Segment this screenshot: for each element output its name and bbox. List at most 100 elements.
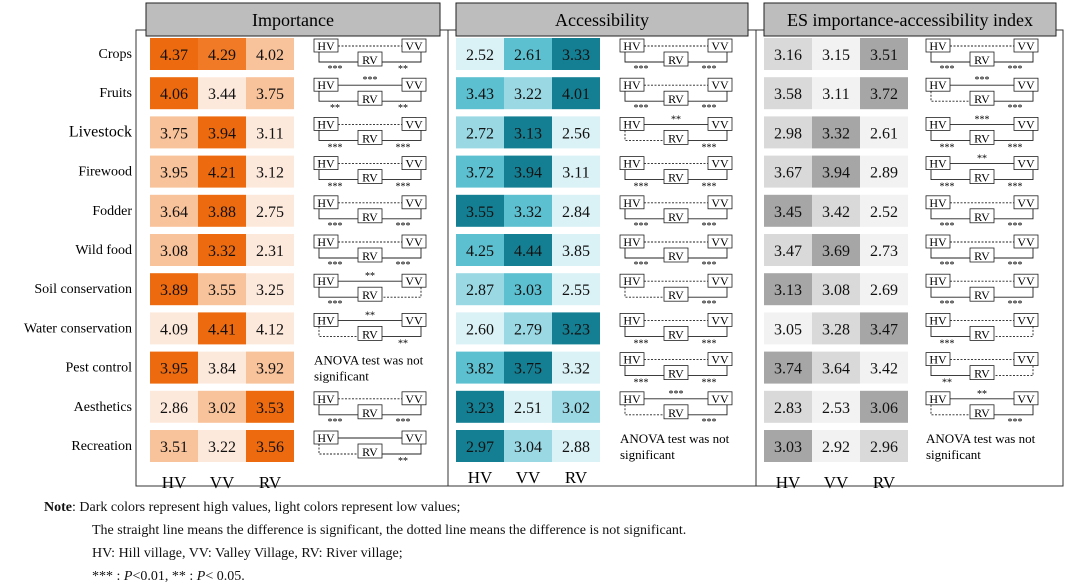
column-label: HV <box>468 468 493 487</box>
bracket-vv-label: VV <box>1017 313 1035 327</box>
cell-value: 2.61 <box>870 125 898 142</box>
sig-stars-vv-rv: *** <box>396 182 411 193</box>
cell-value: 3.06 <box>870 400 898 417</box>
cell-value: 3.92 <box>256 361 284 378</box>
heat-cell <box>198 38 246 70</box>
bracket-vv-box <box>707 312 733 327</box>
bracket-hv-box <box>619 195 645 210</box>
bracket-hv-box <box>925 312 951 327</box>
cell-value: 3.11 <box>822 86 849 103</box>
sig-stars-hv-vv: ** <box>671 114 681 125</box>
sig-stars-vv-rv: *** <box>702 338 717 349</box>
bracket-rv-label: RV <box>362 53 378 67</box>
sig-line-vv-rv <box>994 326 1034 337</box>
heat-cell <box>246 351 294 384</box>
anova-note: significant <box>926 447 981 462</box>
heat-cell <box>504 351 552 384</box>
sig-stars-vv-rv: *** <box>1008 260 1023 271</box>
sig-line-vv-rv <box>382 287 422 298</box>
sig-line-hv-rv <box>930 287 970 298</box>
heat-cell <box>504 155 552 188</box>
heat-cell <box>812 155 860 188</box>
note-sig-mid: <0.01, ** : <box>132 569 197 584</box>
sig-stars-hv-rv: *** <box>328 182 343 193</box>
cell-value: 3.84 <box>208 361 236 378</box>
heat-cell <box>198 430 246 462</box>
row-label: Water conservation <box>24 321 132 336</box>
bracket-hv-label: HV <box>929 392 947 406</box>
heat-cell <box>150 430 198 462</box>
bracket-vv-box <box>401 77 427 92</box>
bracket-hv-box <box>313 156 339 171</box>
bracket-hv-box <box>313 77 339 92</box>
heat-cell <box>764 155 812 188</box>
sig-line-hv-rv <box>930 130 970 141</box>
cell-value: 3.32 <box>822 125 850 142</box>
row-label: Fruits <box>99 86 132 101</box>
bracket-hv-box <box>619 391 645 406</box>
cell-value: 3.82 <box>466 361 494 378</box>
heat-cell <box>150 77 198 110</box>
heat-cell <box>860 430 908 462</box>
cell-value: 3.08 <box>160 243 188 260</box>
sig-line-vv-rv <box>382 404 422 416</box>
sig-stars-hv-rv: *** <box>634 338 649 349</box>
bracket-vv-box <box>707 77 733 92</box>
heat-cell <box>812 77 860 110</box>
bracket-hv-box <box>925 156 951 171</box>
cell-value: 3.88 <box>208 204 236 221</box>
cell-value: 2.83 <box>774 400 802 417</box>
bracket-hv-box <box>619 38 645 53</box>
heat-cell <box>552 312 600 345</box>
bracket-hv-label: HV <box>317 196 335 210</box>
bracket-rv-label: RV <box>362 210 378 224</box>
heat-cell <box>456 273 504 306</box>
heat-cell <box>764 430 812 462</box>
bracket-hv-label: HV <box>929 274 947 288</box>
cell-value: 3.72 <box>870 86 898 103</box>
cell-value: 2.84 <box>562 204 590 221</box>
bracket-vv-box <box>401 273 427 288</box>
cell-value: 3.22 <box>208 439 236 456</box>
heat-cell <box>764 234 812 266</box>
sig-line-vv-rv <box>688 248 728 259</box>
bracket-hv-box <box>925 117 951 131</box>
heat-cell <box>456 116 504 149</box>
heat-cell <box>198 77 246 110</box>
heat-cell <box>198 312 246 345</box>
note-text-1: : Dark colors represent high values, lig… <box>72 500 461 515</box>
heat-cell <box>198 273 246 306</box>
cell-value: 4.37 <box>160 47 188 64</box>
bracket-hv-label: HV <box>623 313 641 327</box>
bracket-vv-label: VV <box>711 353 729 367</box>
note-line-1: Note: Dark colors represent high values,… <box>44 496 1044 519</box>
heat-cell <box>150 273 198 306</box>
bracket-hv-label: HV <box>929 39 947 53</box>
panel-title: ES importance-accessibility index <box>787 10 1033 30</box>
cell-value: 4.25 <box>466 243 494 260</box>
cell-value: 3.32 <box>562 361 590 378</box>
heat-cell <box>764 351 812 384</box>
heat-cell <box>552 351 600 384</box>
sig-line-vv-rv <box>382 130 422 141</box>
bracket-hv-box <box>619 312 645 327</box>
sig-line-hv-rv <box>930 208 970 220</box>
cell-value: 4.01 <box>562 86 590 103</box>
bracket-rv-box <box>357 286 383 302</box>
bracket-vv-label: VV <box>711 78 729 92</box>
sig-stars-vv-rv: *** <box>702 221 717 232</box>
heat-cell <box>552 116 600 149</box>
panel-1: 2.52 2.61 3.33 HV VV RV *** *** 3.43 3.22 4.01 HV VV… <box>456 38 733 487</box>
heat-cell <box>552 77 600 110</box>
bracket-hv-box <box>925 77 951 92</box>
bracket-rv-label: RV <box>974 53 990 67</box>
bracket-rv-box <box>663 365 689 381</box>
sig-line-hv-rv <box>624 169 664 181</box>
bracket-vv-label: VV <box>1017 353 1035 367</box>
heat-cell <box>198 390 246 423</box>
sig-stars-hv-rv: *** <box>328 417 343 428</box>
sig-stars-vv-rv: *** <box>396 221 411 232</box>
bracket-vv-label: VV <box>1017 392 1035 406</box>
heat-cell <box>150 38 198 70</box>
cell-value: 2.52 <box>466 47 494 64</box>
